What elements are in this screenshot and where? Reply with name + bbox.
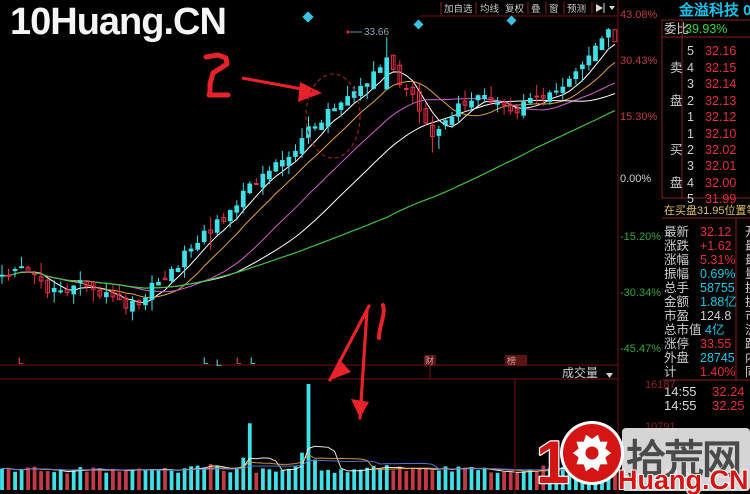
svg-text:1: 1: [687, 110, 694, 124]
svg-text:市盈: 市盈: [664, 308, 689, 323]
svg-text:1: 1: [687, 127, 694, 141]
svg-text:均线: 均线: [480, 3, 500, 15]
svg-text:5: 5: [687, 192, 694, 206]
svg-text:榜: 榜: [507, 355, 516, 366]
svg-text:5: 5: [687, 44, 694, 58]
svg-text:1.40%: 1.40%: [700, 365, 735, 379]
svg-text:10Huang.CN: 10Huang.CN: [10, 1, 226, 43]
svg-text:-15.20%: -15.20%: [620, 231, 661, 243]
svg-text:涨跌: 涨跌: [664, 238, 690, 253]
svg-text:L: L: [250, 356, 256, 366]
svg-text:跌停: 跌停: [745, 336, 750, 351]
svg-text:32.12: 32.12: [700, 225, 731, 239]
svg-text:涨停: 涨停: [664, 336, 689, 351]
svg-text:14:55: 14:55: [664, 398, 697, 413]
svg-text:总手: 总手: [664, 281, 689, 295]
svg-text:计: 计: [664, 365, 677, 379]
svg-text:涨幅: 涨幅: [664, 252, 689, 267]
svg-text:在买盘31.95位置等待: 在买盘31.95位置等待: [664, 203, 750, 217]
svg-text:+1.62: +1.62: [700, 239, 732, 253]
svg-text:盘: 盘: [670, 175, 683, 190]
svg-text:32.00: 32.00: [705, 176, 736, 190]
svg-text:同花: 同花: [745, 364, 750, 379]
svg-text:买: 买: [670, 143, 683, 157]
svg-text:32.10: 32.10: [705, 127, 736, 141]
svg-text:复权: 复权: [505, 3, 525, 15]
svg-text:2: 2: [687, 94, 694, 108]
svg-text:换手: 换手: [745, 295, 750, 309]
svg-text:窗: 窗: [549, 3, 559, 15]
svg-text:32.01: 32.01: [705, 159, 736, 173]
svg-text:金额: 金额: [664, 294, 690, 309]
svg-text:30.43%: 30.43%: [620, 55, 658, 67]
svg-text:L: L: [18, 356, 24, 366]
svg-text:31.99: 31.99: [705, 192, 736, 206]
svg-text:盘: 盘: [670, 93, 683, 108]
svg-text:58755: 58755: [700, 281, 735, 295]
svg-text:L: L: [236, 356, 242, 366]
svg-text:金溢科技 00: 金溢科技 00: [678, 1, 750, 19]
svg-text:3: 3: [687, 159, 694, 173]
svg-text:4: 4: [687, 61, 694, 75]
svg-text:最新: 最新: [664, 224, 689, 239]
svg-text:-30.34%: -30.34%: [620, 287, 661, 299]
svg-text:最低: 最低: [745, 253, 750, 267]
svg-text:2: 2: [687, 143, 694, 157]
svg-text:3: 3: [687, 77, 694, 91]
svg-text:4亿: 4亿: [705, 322, 724, 337]
svg-text:L: L: [203, 356, 209, 366]
svg-text:32.12: 32.12: [705, 110, 736, 124]
svg-text:1.88亿: 1.88亿: [700, 294, 737, 309]
svg-text:市净: 市净: [745, 308, 750, 323]
svg-text:总市值: 总市值: [664, 322, 702, 337]
svg-text:振幅: 振幅: [664, 266, 689, 281]
svg-text:4: 4: [687, 176, 694, 190]
svg-text:33.66: 33.66: [364, 27, 389, 38]
svg-text:成交量: 成交量: [562, 365, 598, 380]
svg-text:-45.47%: -45.47%: [620, 343, 661, 355]
svg-text:叠: 叠: [531, 4, 541, 15]
svg-text:32.02: 32.02: [705, 143, 736, 157]
svg-text:量比: 量比: [745, 267, 750, 281]
svg-text:124.8: 124.8: [700, 309, 731, 323]
svg-text:33.55: 33.55: [700, 337, 731, 351]
svg-text:外盘: 外盘: [664, 350, 689, 365]
svg-text:0.00%: 0.00%: [620, 173, 651, 185]
svg-text:28745: 28745: [700, 351, 735, 365]
svg-text:财: 财: [425, 355, 434, 366]
svg-text:32.25: 32.25: [712, 398, 745, 413]
svg-text:加自选: 加自选: [444, 3, 473, 15]
svg-text:L: L: [216, 358, 222, 368]
svg-text:15.30%: 15.30%: [620, 111, 658, 123]
svg-text:开盘: 开盘: [745, 224, 750, 239]
svg-text:换手: 换手: [745, 281, 750, 295]
svg-text:39.93%: 39.93%: [685, 22, 727, 36]
svg-text:预测: 预测: [567, 4, 586, 15]
svg-text:32.15: 32.15: [705, 61, 736, 75]
svg-text:0.69%: 0.69%: [700, 267, 735, 281]
svg-text:32.13: 32.13: [705, 94, 736, 108]
svg-text:32.24: 32.24: [712, 384, 745, 399]
svg-text:卖: 卖: [670, 61, 683, 75]
svg-text:流通: 流通: [745, 323, 750, 337]
svg-text:最高: 最高: [745, 238, 750, 253]
svg-text:Huang.CN: Huang.CN: [618, 465, 749, 494]
svg-text:32.14: 32.14: [705, 77, 736, 91]
svg-text:16187: 16187: [645, 379, 676, 391]
svg-text:43.08%: 43.08%: [620, 9, 658, 21]
svg-text:32.16: 32.16: [705, 44, 736, 58]
svg-text:5.31%: 5.31%: [700, 253, 735, 267]
svg-text:内盘: 内盘: [745, 350, 750, 365]
